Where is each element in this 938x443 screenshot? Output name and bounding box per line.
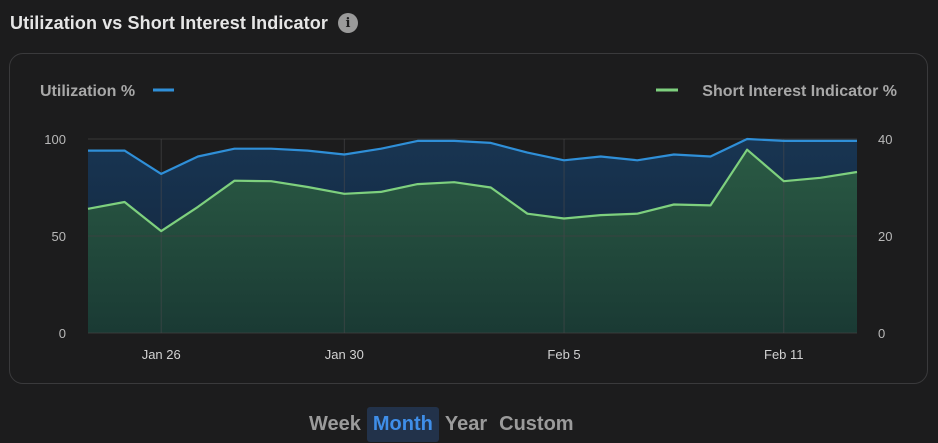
x-axis-tick-label: Feb 5 [547,347,580,362]
tab-month[interactable]: Month [366,406,439,442]
left-axis-tick-label: 0 [59,326,66,341]
legend-utilization-label: Utilization % [40,83,135,100]
short-interest-line [87,148,858,233]
utilization-line [88,137,857,175]
short-interest-area [88,149,857,333]
legend-short-interest-label: Short Interest Indicator % [702,83,897,100]
right-axis-tick-label: 20 [878,229,892,244]
tab-custom[interactable]: Custom [499,412,574,435]
left-axis-tick-label: 100 [44,132,66,147]
chart-title: Utilization vs Short Interest Indicator [10,12,328,33]
left-axis-tick-label: 50 [52,229,66,244]
tab-year[interactable]: Year [444,412,488,435]
range-tabs: Week Month Year Custom [303,405,580,443]
x-axis-tick-label: Jan 30 [325,347,364,362]
chart-header: Utilization vs Short Interest Indicator … [10,10,358,36]
tab-week[interactable]: Week [309,412,361,435]
info-icon[interactable]: i [337,13,358,33]
right-axis-tick-label: 40 [878,132,892,147]
x-axis-tick-label: Jan 26 [142,347,181,362]
x-axis-tick-label: Feb 11 [764,347,804,362]
right-axis-tick-label: 0 [878,326,885,341]
